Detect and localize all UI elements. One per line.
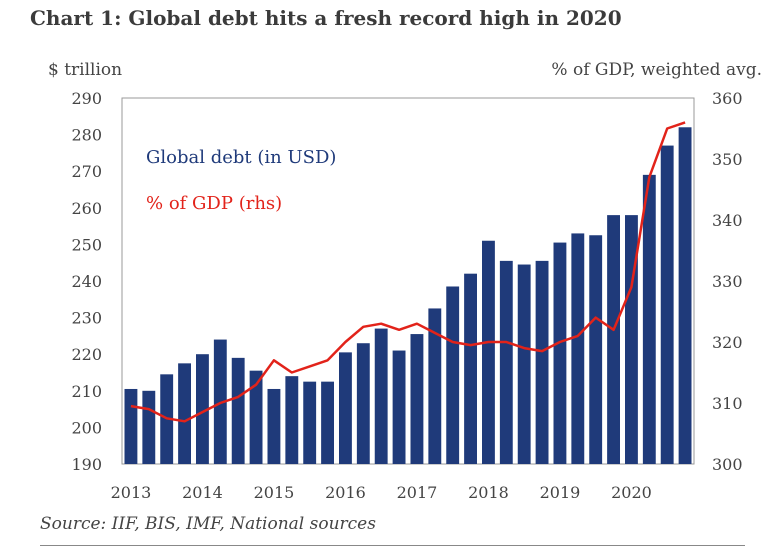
debt-bar-2015Q4 xyxy=(321,381,334,464)
debt-bar-2013Q4 xyxy=(178,363,191,464)
debt-bar-2017Q1 xyxy=(410,334,424,464)
debt-bar-2019Q2 xyxy=(571,233,585,464)
right-tick-350: 350 xyxy=(712,150,743,169)
debt-bar-2016Q4 xyxy=(392,350,406,464)
right-tick-360: 360 xyxy=(712,89,743,108)
debt-bar-2018Q3 xyxy=(517,264,531,464)
debt-bar-2019Q1 xyxy=(553,242,567,464)
legend-debt: Global debt (in USD) xyxy=(146,147,336,168)
debt-bar-2016Q1 xyxy=(339,352,352,464)
debt-bar-2013Q2 xyxy=(142,390,156,464)
left-tick-260: 260 xyxy=(71,199,102,218)
debt-bar-2014Q1 xyxy=(196,354,209,464)
debt-bar-2017Q3 xyxy=(446,286,460,464)
x-tick-2019: 2019 xyxy=(540,483,581,502)
left-tick-280: 280 xyxy=(71,126,102,145)
legend-gdp: % of GDP (rhs) xyxy=(146,193,282,214)
left-tick-190: 190 xyxy=(71,455,102,474)
left-tick-250: 250 xyxy=(71,235,102,254)
debt-bar-2020Q3 xyxy=(660,145,674,464)
left-tick-270: 270 xyxy=(71,162,102,181)
right-axis-ticks: 300 310 320 330 340 350 360 xyxy=(712,89,743,474)
right-tick-300: 300 xyxy=(712,455,743,474)
debt-bar-2014Q4 xyxy=(249,370,263,464)
left-tick-200: 200 xyxy=(71,418,102,437)
source-divider xyxy=(40,545,745,546)
debt-bar-2019Q4 xyxy=(607,215,620,464)
debt-bar-2019Q3 xyxy=(589,235,603,464)
left-axis-unit-label: $ trillion xyxy=(48,60,123,80)
debt-bar-2015Q2 xyxy=(285,376,299,464)
left-tick-240: 240 xyxy=(71,272,102,291)
left-tick-230: 230 xyxy=(71,309,102,328)
x-tick-2013: 2013 xyxy=(111,483,152,502)
gdp-ratio-line xyxy=(130,121,686,423)
left-tick-290: 290 xyxy=(71,89,102,108)
plot-frame xyxy=(121,97,695,465)
debt-bar-2014Q3 xyxy=(231,357,245,464)
debt-bar-2016Q3 xyxy=(374,328,388,464)
debt-bar-2016Q2 xyxy=(356,343,370,464)
right-tick-310: 310 xyxy=(712,394,743,413)
right-tick-320: 320 xyxy=(712,333,743,352)
source-note: Source: IIF, BIS, IMF, National sources xyxy=(40,514,376,534)
right-tick-330: 330 xyxy=(712,272,743,291)
chart-title: Chart 1: Global debt hits a fresh record… xyxy=(30,6,622,30)
x-tick-2015: 2015 xyxy=(254,483,295,502)
debt-bar-2017Q4 xyxy=(464,273,477,464)
x-tick-2016: 2016 xyxy=(325,483,366,502)
debt-bar-2020Q1 xyxy=(625,215,638,464)
debt-bar-2020Q4 xyxy=(678,127,692,464)
debt-bar-2020Q2 xyxy=(642,174,656,465)
x-tick-2018: 2018 xyxy=(468,483,509,502)
debt-bar-2017Q2 xyxy=(428,308,442,464)
debt-bar-2015Q1 xyxy=(267,388,281,464)
left-tick-210: 210 xyxy=(71,382,102,401)
right-tick-340: 340 xyxy=(712,211,743,230)
x-tick-2020: 2020 xyxy=(611,483,652,502)
debt-bar-2018Q1 xyxy=(482,240,495,464)
right-axis-unit-label: % of GDP, weighted avg. xyxy=(551,60,762,80)
debt-bars xyxy=(124,127,692,465)
debt-bar-2015Q3 xyxy=(303,381,317,464)
debt-bar-2018Q2 xyxy=(499,260,513,464)
debt-bar-2013Q1 xyxy=(124,388,138,464)
left-tick-220: 220 xyxy=(71,345,102,364)
x-tick-2017: 2017 xyxy=(397,483,438,502)
x-tick-2014: 2014 xyxy=(182,483,223,502)
left-axis-ticks: 190 200 210 220 230 240 250 260 270 280 290 xyxy=(71,89,102,474)
x-axis-ticks: 2013 2014 2015 2016 2017 2018 2019 2020 xyxy=(111,483,652,502)
debt-bar-2018Q4 xyxy=(535,260,549,464)
